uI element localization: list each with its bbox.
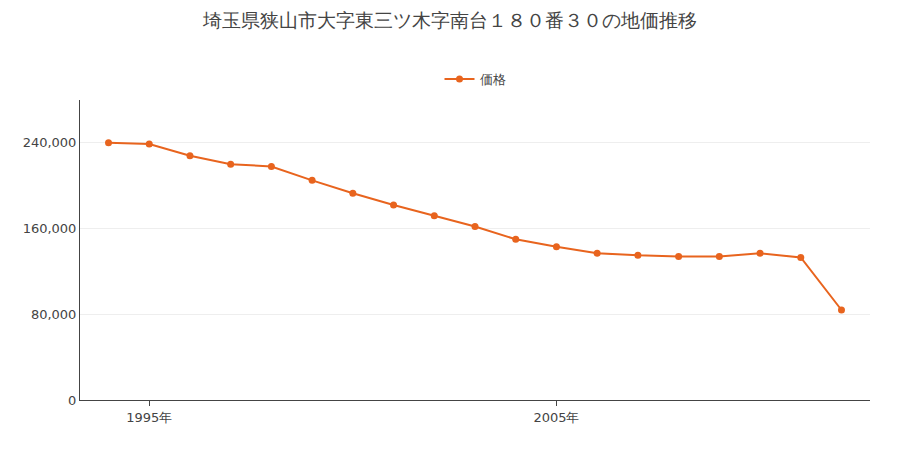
svg-text:160,000: 160,000 xyxy=(23,221,77,236)
svg-text:埼玉県狭山市大字東三ツ木字南台１８０番３０の地価推移: 埼玉県狭山市大字東三ツ木字南台１８０番３０の地価推移 xyxy=(202,9,697,31)
svg-text:80,000: 80,000 xyxy=(31,307,77,322)
svg-text:価格: 価格 xyxy=(480,72,506,87)
svg-text:1995年: 1995年 xyxy=(126,410,172,425)
svg-text:2005年: 2005年 xyxy=(533,410,579,425)
svg-text:0: 0 xyxy=(68,393,76,408)
svg-text:240,000: 240,000 xyxy=(23,135,77,150)
